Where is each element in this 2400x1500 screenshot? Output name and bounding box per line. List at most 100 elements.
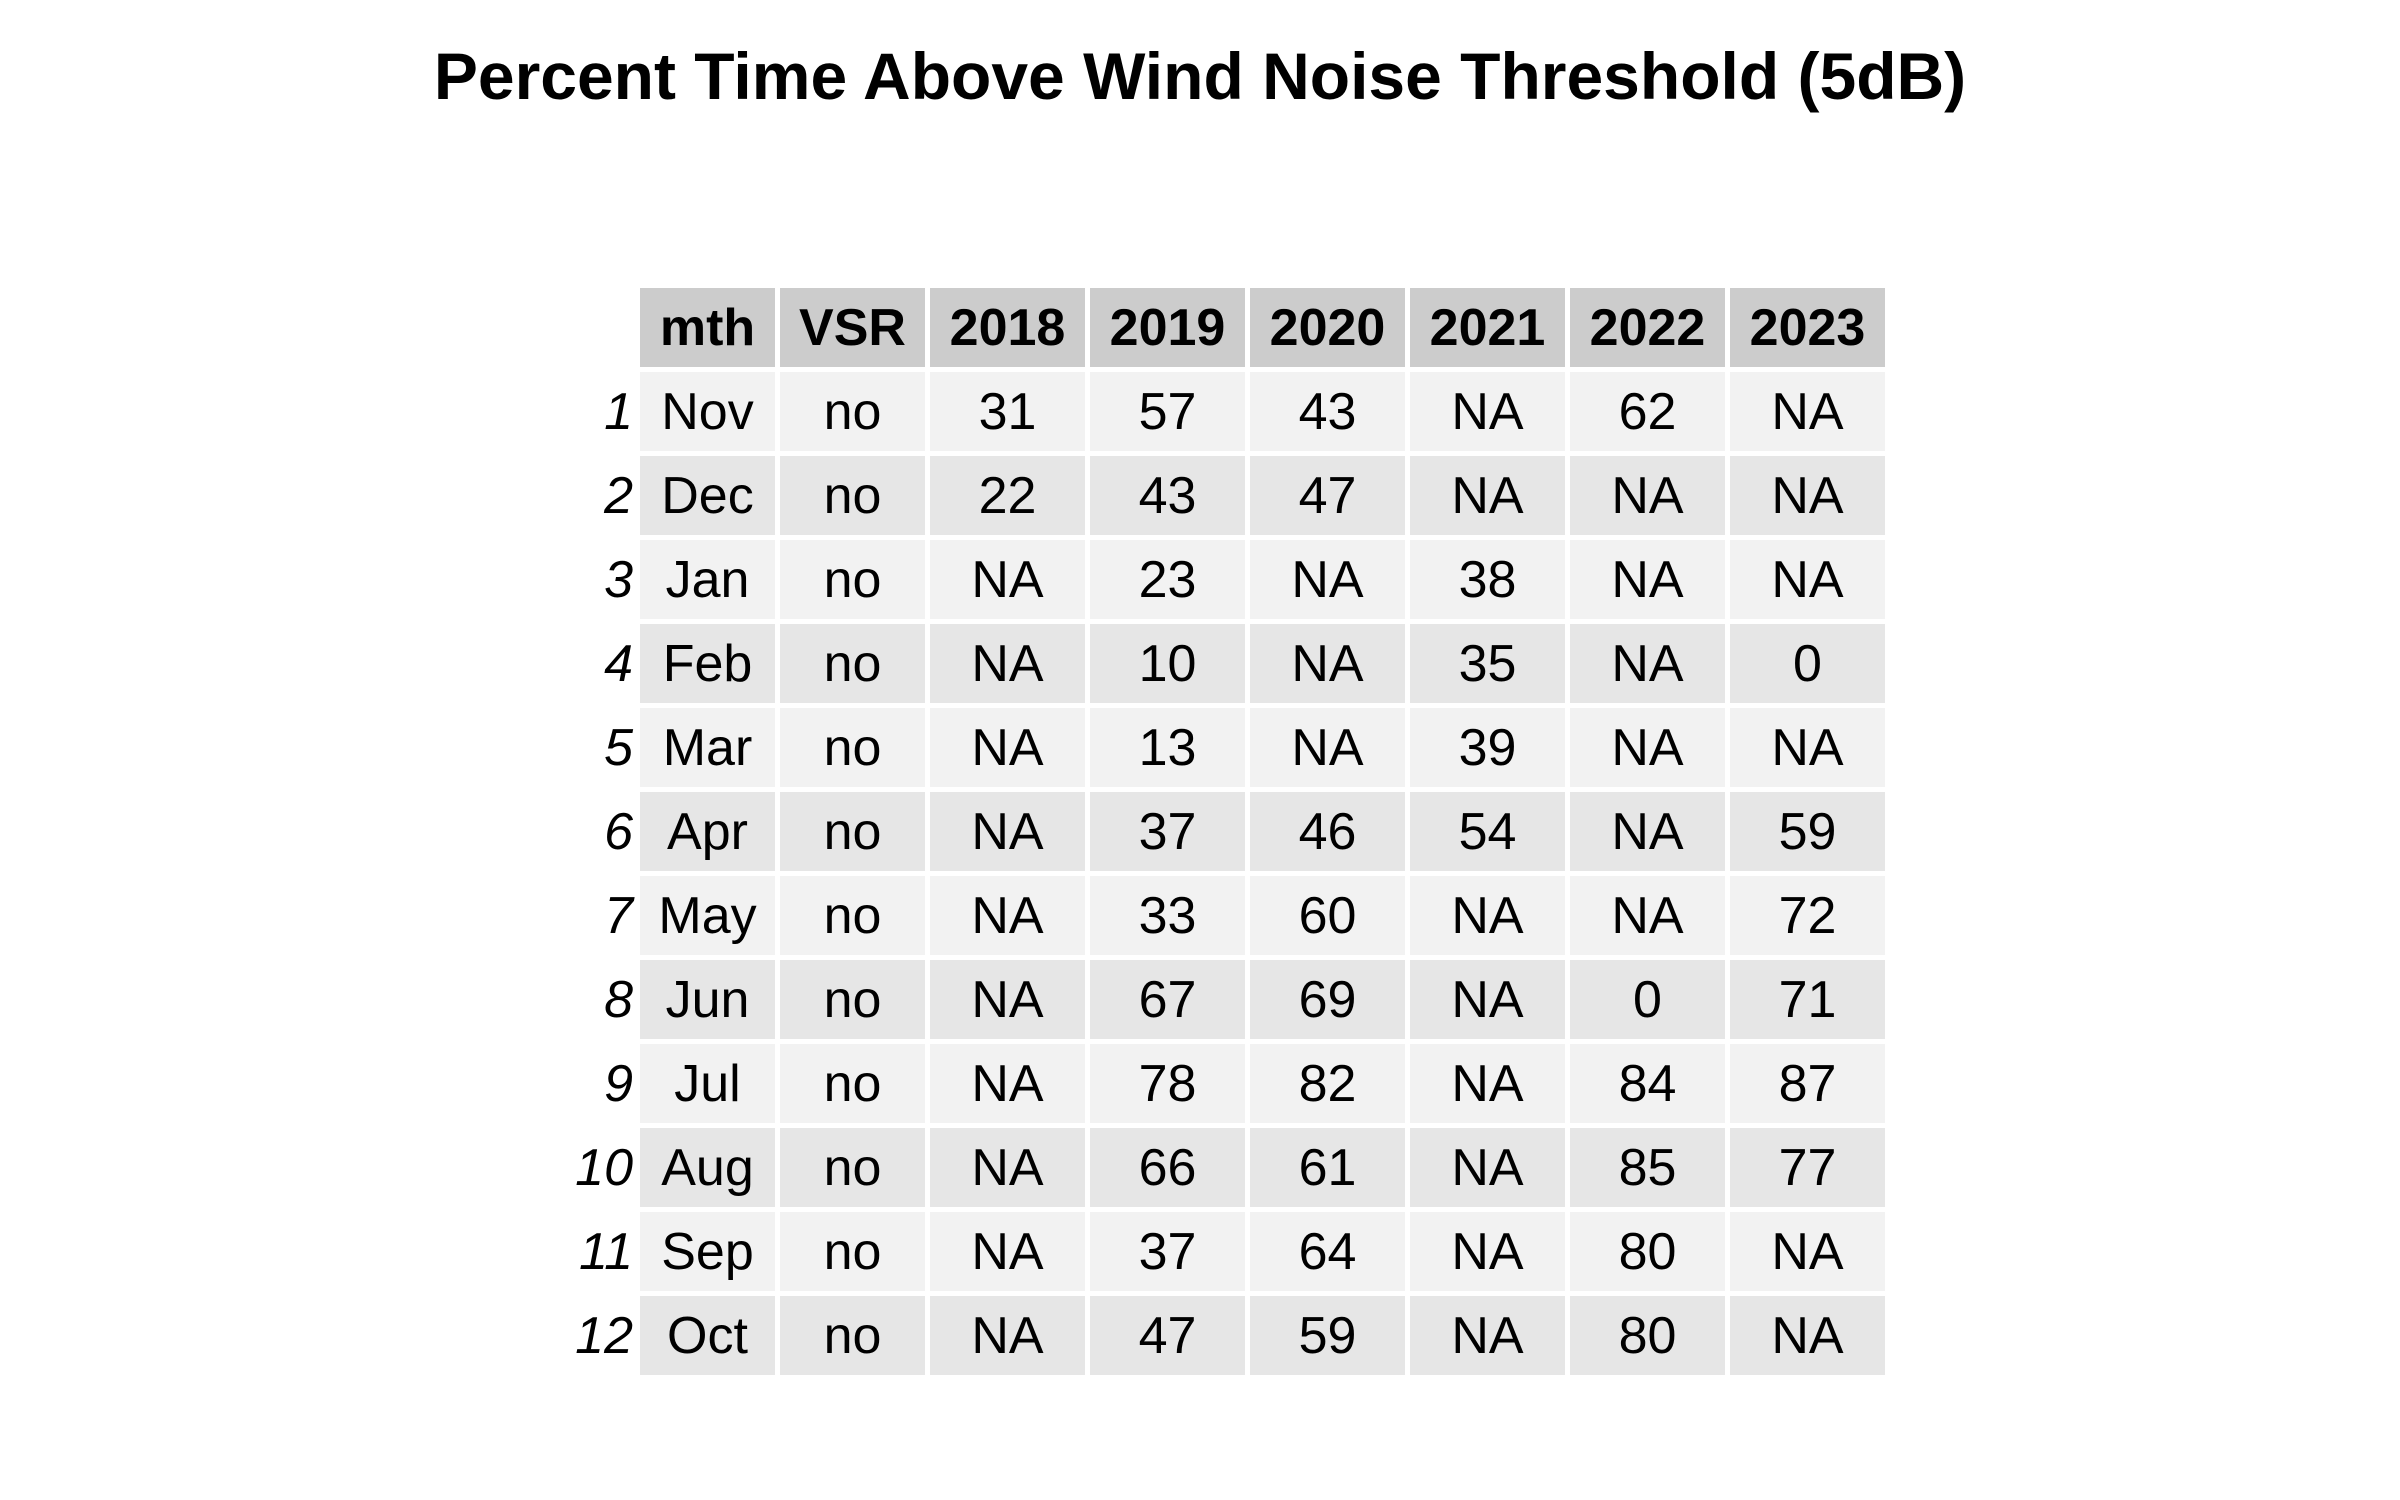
column-header-2018: 2018 — [930, 288, 1085, 367]
table-cell-2018: NA — [930, 1128, 1085, 1207]
row-index: 8 — [604, 970, 633, 1029]
table-cell-vsr: no — [780, 876, 925, 955]
table-cell-vsr: no — [780, 1212, 925, 1291]
table-cell-2022: NA — [1570, 876, 1725, 955]
table-cell-2019: 23 — [1090, 540, 1245, 619]
column-header-2020: 2020 — [1250, 288, 1405, 367]
table-body: 1 Nov no 31 57 43 NA 62 NA 2 Dec no 22 43 47 NA NA NA 3 Jan… — [561, 372, 1885, 1375]
table-cell-2023: NA — [1730, 456, 1885, 535]
table-cell-2018: NA — [930, 1212, 1085, 1291]
table-cell-mth: Jun — [640, 960, 775, 1039]
table-cell-2019: 43 — [1090, 456, 1245, 535]
table-cell-2022: 85 — [1570, 1128, 1725, 1207]
table-cell-2023: 71 — [1730, 960, 1885, 1039]
table-cell-2018: NA — [930, 876, 1085, 955]
table-cell-2019: 66 — [1090, 1128, 1245, 1207]
table-cell-2022: NA — [1570, 540, 1725, 619]
column-header-vsr: VSR — [780, 288, 925, 367]
table-cell-vsr: no — [780, 960, 925, 1039]
row-index: 5 — [604, 718, 633, 777]
row-index: 4 — [604, 634, 633, 693]
table-cell-2020: NA — [1250, 624, 1405, 703]
row-index: 11 — [579, 1222, 633, 1281]
table-cell-2022: 62 — [1570, 372, 1725, 451]
table-cell-2023: 59 — [1730, 792, 1885, 871]
table-cell-2019: 13 — [1090, 708, 1245, 787]
table-cell-2021: 54 — [1410, 792, 1565, 871]
table-cell-2018: NA — [930, 1044, 1085, 1123]
table-cell-2021: NA — [1410, 1296, 1565, 1375]
table-row: 9 Jul no NA 78 82 NA 84 87 — [561, 1044, 1885, 1123]
row-index: 12 — [575, 1306, 633, 1365]
row-index: 3 — [604, 550, 633, 609]
table-cell-2022: 84 — [1570, 1044, 1725, 1123]
table-cell-2023: NA — [1730, 372, 1885, 451]
table-cell-2018: 31 — [930, 372, 1085, 451]
table-cell-2020: 82 — [1250, 1044, 1405, 1123]
table-cell-vsr: no — [780, 792, 925, 871]
table-cell-2019: 10 — [1090, 624, 1245, 703]
table-cell-2022: NA — [1570, 792, 1725, 871]
table-cell-2020: 64 — [1250, 1212, 1405, 1291]
table-cell-2020: 43 — [1250, 372, 1405, 451]
table-cell-mth: Jul — [640, 1044, 775, 1123]
table-cell-2020: 61 — [1250, 1128, 1405, 1207]
table-cell-2023: 72 — [1730, 876, 1885, 955]
row-index: 2 — [604, 466, 633, 525]
table-cell-2022: 80 — [1570, 1212, 1725, 1291]
table-row: 12 Oct no NA 47 59 NA 80 NA — [561, 1296, 1885, 1375]
table-cell-2021: NA — [1410, 876, 1565, 955]
table-cell-vsr: no — [780, 624, 925, 703]
table-cell-2020: 60 — [1250, 876, 1405, 955]
table-row: 1 Nov no 31 57 43 NA 62 NA — [561, 372, 1885, 451]
table-cell-mth: Apr — [640, 792, 775, 871]
table-cell-2022: NA — [1570, 708, 1725, 787]
table-cell-2019: 67 — [1090, 960, 1245, 1039]
table-cell-mth: Feb — [640, 624, 775, 703]
table-cell-mth: Dec — [640, 456, 775, 535]
table-cell-mth: Mar — [640, 708, 775, 787]
column-header-2019: 2019 — [1090, 288, 1245, 367]
table-cell-2021: NA — [1410, 1212, 1565, 1291]
table-row: 11 Sep no NA 37 64 NA 80 NA — [561, 1212, 1885, 1291]
table-cell-2018: NA — [930, 960, 1085, 1039]
table-cell-2021: 35 — [1410, 624, 1565, 703]
table-cell-2020: NA — [1250, 540, 1405, 619]
table-cell-2020: 69 — [1250, 960, 1405, 1039]
table-cell-2022: 0 — [1570, 960, 1725, 1039]
header-row: mth VSR 2018 2019 2020 2021 2022 2023 — [561, 288, 1885, 367]
table-cell-mth: Oct — [640, 1296, 775, 1375]
table-cell-2023: 77 — [1730, 1128, 1885, 1207]
table-cell-2018: NA — [930, 708, 1085, 787]
table-cell-2020: NA — [1250, 708, 1405, 787]
table-cell-2023: NA — [1730, 540, 1885, 619]
table-cell-vsr: no — [780, 1296, 925, 1375]
table-cell-vsr: no — [780, 708, 925, 787]
table-cell-2020: 59 — [1250, 1296, 1405, 1375]
table-cell-2021: NA — [1410, 456, 1565, 535]
table-cell-2019: 33 — [1090, 876, 1245, 955]
table-cell-vsr: no — [780, 456, 925, 535]
header-corner — [561, 288, 635, 367]
table-title: Percent Time Above Wind Noise Threshold … — [433, 39, 1967, 113]
table-cell-2019: 37 — [1090, 792, 1245, 871]
row-index: 6 — [604, 802, 633, 861]
table-cell-mth: Jan — [640, 540, 775, 619]
data-table-container: mth VSR 2018 2019 2020 2021 2022 2023 1 Nov no 31 5… — [556, 283, 1890, 1380]
table-cell-2018: NA — [930, 540, 1085, 619]
table-row: 10 Aug no NA 66 61 NA 85 77 — [561, 1128, 1885, 1207]
table-row: 4 Feb no NA 10 NA 35 NA 0 — [561, 624, 1885, 703]
table-row: 2 Dec no 22 43 47 NA NA NA — [561, 456, 1885, 535]
table-cell-2021: 38 — [1410, 540, 1565, 619]
table-cell-2020: 47 — [1250, 456, 1405, 535]
table-cell-vsr: no — [780, 1128, 925, 1207]
table-row: 5 Mar no NA 13 NA 39 NA NA — [561, 708, 1885, 787]
table-cell-vsr: no — [780, 372, 925, 451]
row-index: 7 — [604, 886, 633, 945]
table-cell-2019: 78 — [1090, 1044, 1245, 1123]
table-cell-vsr: no — [780, 1044, 925, 1123]
table-cell-2022: 80 — [1570, 1296, 1725, 1375]
table-cell-2019: 47 — [1090, 1296, 1245, 1375]
table-cell-2019: 37 — [1090, 1212, 1245, 1291]
table-cell-2021: 39 — [1410, 708, 1565, 787]
